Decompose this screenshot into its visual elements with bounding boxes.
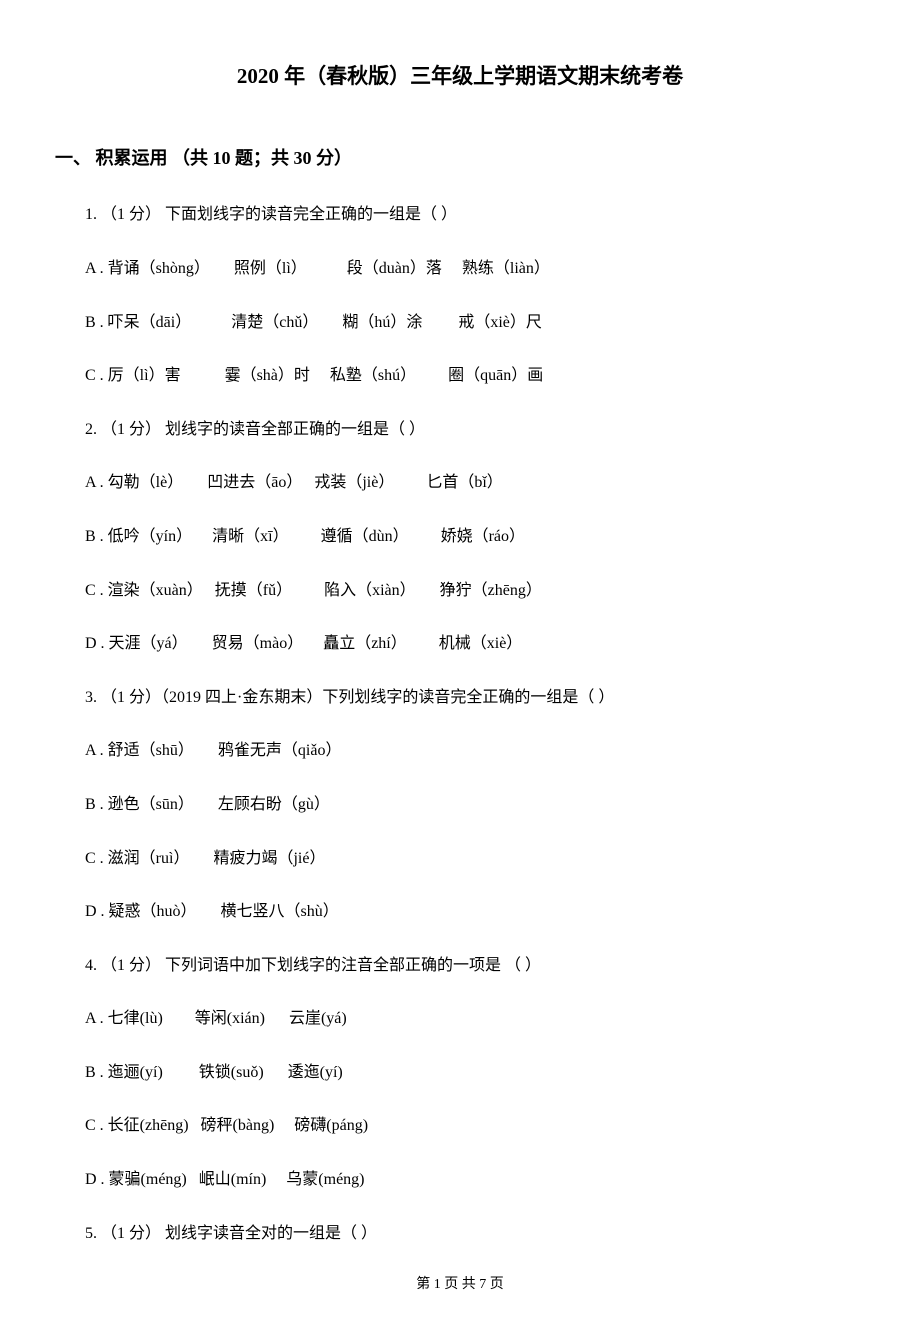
page-footer: 第 1 页 共 7 页 — [55, 1274, 865, 1296]
section-header: 一、 积累运用 （共 10 题；共 30 分） — [55, 144, 865, 173]
option-c: C . 长征(zhēng) 磅秤(bàng) 磅礴(páng) — [85, 1113, 865, 1139]
option-c: C . 厉（lì）害 霎（shà）时 私塾（shú） 圈（quān）画 — [85, 363, 865, 389]
question-stem: 5. （1 分） 划线字读音全对的一组是（ ） — [85, 1221, 865, 1247]
option-d: D . 天涯（yá） 贸易（mào） 矗立（zhí） 机械（xiè） — [85, 631, 865, 657]
question-4: 4. （1 分） 下列词语中加下划线字的注音全部正确的一项是 （ ） A . 七… — [85, 953, 865, 1193]
question-stem: 4. （1 分） 下列词语中加下划线字的注音全部正确的一项是 （ ） — [85, 953, 865, 979]
option-d: D . 疑惑（huò） 横七竖八（shù） — [85, 899, 865, 925]
question-3: 3. （1 分）（2019 四上·金东期末）下列划线字的读音完全正确的一组是（ … — [85, 685, 865, 925]
question-stem: 2. （1 分） 划线字的读音全部正确的一组是（ ） — [85, 417, 865, 443]
option-b: B . 吓呆（dāi） 清楚（chǔ） 糊（hú）涂 戒（xiè）尺 — [85, 310, 865, 336]
option-b: B . 逊色（sūn） 左顾右盼（gù） — [85, 792, 865, 818]
option-a: A . 舒适（shū） 鸦雀无声（qiǎo） — [85, 738, 865, 764]
option-a: A . 七律(lù) 等闲(xián) 云崖(yá) — [85, 1006, 865, 1032]
option-a: A . 背诵（shòng） 照例（lì） 段（duàn）落 熟练（liàn） — [85, 256, 865, 282]
option-c: C . 滋润（ruì） 精疲力竭（jié） — [85, 846, 865, 872]
question-stem: 1. （1 分） 下面划线字的读音完全正确的一组是（ ） — [85, 202, 865, 228]
page-title: 2020 年（春秋版）三年级上学期语文期末统考卷 — [55, 60, 865, 94]
option-d: D . 蒙骗(méng) 岷山(mín) 乌蒙(méng) — [85, 1167, 865, 1193]
question-stem: 3. （1 分）（2019 四上·金东期末）下列划线字的读音完全正确的一组是（ … — [85, 685, 865, 711]
option-c: C . 渲染（xuàn） 抚摸（fǔ） 陷入（xiàn） 狰狞（zhēng） — [85, 578, 865, 604]
option-a: A . 勾勒（lè） 凹进去（āo） 戎装（jiè） 匕首（bǐ） — [85, 470, 865, 496]
question-5: 5. （1 分） 划线字读音全对的一组是（ ） — [85, 1221, 865, 1247]
question-2: 2. （1 分） 划线字的读音全部正确的一组是（ ） A . 勾勒（lè） 凹进… — [85, 417, 865, 657]
option-b: B . 低吟（yín） 清晰（xī） 遵循（dùn） 娇娆（ráo） — [85, 524, 865, 550]
question-1: 1. （1 分） 下面划线字的读音完全正确的一组是（ ） A . 背诵（shòn… — [85, 202, 865, 388]
option-b: B . 迤逦(yí) 铁锁(suǒ) 逶迤(yí) — [85, 1060, 865, 1086]
